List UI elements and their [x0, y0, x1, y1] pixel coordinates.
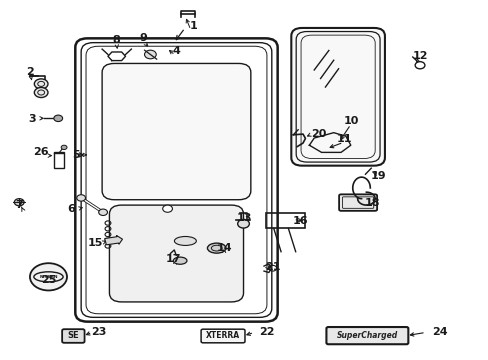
Text: SuperCharged: SuperCharged	[336, 331, 397, 340]
Text: 17: 17	[166, 254, 181, 264]
Ellipse shape	[174, 237, 196, 246]
Circle shape	[34, 87, 48, 98]
Text: 25: 25	[41, 275, 56, 285]
FancyBboxPatch shape	[102, 63, 250, 200]
FancyBboxPatch shape	[326, 327, 407, 344]
Text: 2: 2	[26, 67, 34, 77]
Text: 21: 21	[264, 262, 280, 272]
Text: 5: 5	[72, 150, 80, 160]
Circle shape	[99, 209, 107, 216]
Text: 14: 14	[217, 243, 232, 253]
Text: 24: 24	[431, 327, 447, 337]
Circle shape	[163, 205, 172, 212]
Text: NISSAN: NISSAN	[39, 275, 58, 279]
Circle shape	[54, 115, 62, 122]
FancyBboxPatch shape	[201, 329, 244, 343]
Circle shape	[14, 199, 24, 206]
Text: XTERRA: XTERRA	[205, 332, 240, 341]
Text: 15: 15	[88, 238, 103, 248]
Text: 9: 9	[139, 33, 147, 43]
Ellipse shape	[173, 257, 186, 264]
FancyBboxPatch shape	[62, 329, 84, 343]
Text: 23: 23	[91, 327, 107, 337]
Text: 6: 6	[67, 204, 75, 214]
Circle shape	[77, 195, 85, 201]
FancyBboxPatch shape	[338, 194, 376, 211]
Circle shape	[30, 263, 67, 291]
Circle shape	[237, 220, 249, 228]
Text: 4: 4	[172, 46, 180, 56]
Text: 10: 10	[344, 116, 359, 126]
Text: 19: 19	[370, 171, 386, 181]
Circle shape	[61, 145, 67, 149]
Bar	[54, 152, 64, 168]
Bar	[266, 213, 305, 228]
FancyBboxPatch shape	[109, 205, 243, 302]
Text: 16: 16	[292, 216, 308, 226]
Text: 1: 1	[189, 21, 197, 31]
Text: 12: 12	[411, 51, 427, 61]
Text: 8: 8	[113, 35, 121, 45]
Text: 13: 13	[236, 213, 252, 222]
Circle shape	[144, 50, 156, 59]
Text: 26: 26	[33, 147, 48, 157]
Circle shape	[34, 79, 48, 89]
FancyBboxPatch shape	[291, 28, 384, 166]
Ellipse shape	[207, 243, 225, 253]
Text: 20: 20	[310, 129, 325, 139]
FancyArrow shape	[104, 235, 122, 245]
Text: 11: 11	[336, 134, 351, 144]
Text: 22: 22	[258, 327, 274, 337]
Text: 18: 18	[364, 198, 379, 208]
Text: 3: 3	[28, 114, 36, 124]
Text: SE: SE	[67, 332, 79, 341]
Text: 7: 7	[15, 200, 23, 210]
